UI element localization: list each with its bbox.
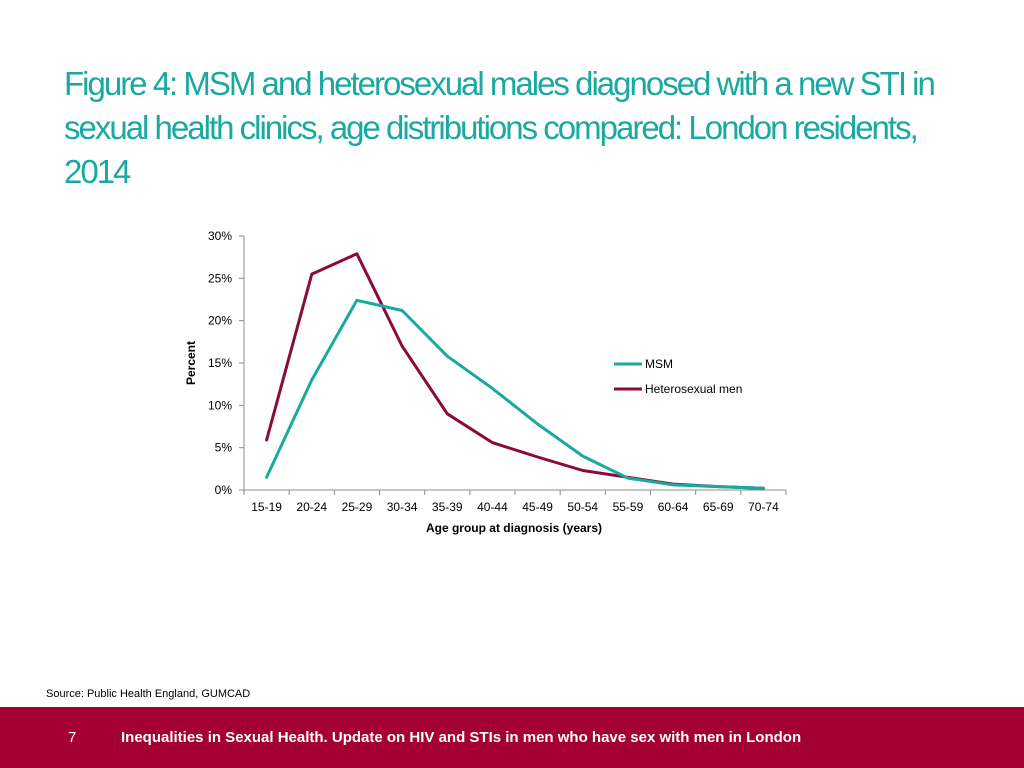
y-tick-label: 25% — [208, 271, 232, 285]
x-tick-label: 60-64 — [658, 500, 689, 514]
y-tick-label: 15% — [208, 356, 232, 370]
source-note: Source: Public Health England, GUMCAD — [46, 688, 251, 700]
y-tick-label: 0% — [215, 483, 233, 497]
slide-title: Figure 4: MSM and heterosexual males dia… — [64, 65, 936, 190]
y-tick-label: 10% — [208, 398, 232, 412]
y-tick-label: 20% — [208, 314, 232, 328]
footer-bar: 7 Inequalities in Sexual Health. Update … — [0, 707, 1024, 768]
y-axis-title: Percent — [184, 341, 198, 385]
y-tick-label: 30% — [208, 229, 232, 243]
x-tick-label: 30-34 — [387, 500, 418, 514]
x-tick-label: 35-39 — [432, 500, 463, 514]
legend-label: MSM — [645, 357, 673, 371]
x-tick-label: 55-59 — [613, 500, 644, 514]
x-axis-title: Age group at diagnosis (years) — [426, 521, 602, 535]
x-tick-label: 25-29 — [342, 500, 373, 514]
x-tick-label: 45-49 — [522, 500, 553, 514]
x-tick-label: 40-44 — [477, 500, 508, 514]
series-line-heterosexual-men — [265, 252, 765, 490]
legend-label: Heterosexual men — [645, 382, 742, 396]
x-tick-label: 15-19 — [251, 500, 282, 514]
x-tick-label: 50-54 — [567, 500, 598, 514]
x-tick-label: 70-74 — [748, 500, 779, 514]
page-number: 7 — [68, 729, 77, 746]
footer-title: Inequalities in Sexual Health. Update on… — [121, 729, 802, 746]
x-tick-label: 20-24 — [296, 500, 327, 514]
x-tick-label: 65-69 — [703, 500, 734, 514]
line-chart: 0% 5% 10% 15% 20% 25% 30% 15-19 20-24 25-29 30-34 3… — [184, 229, 787, 535]
series-line-msm — [265, 298, 765, 490]
y-tick-label: 5% — [215, 441, 233, 455]
